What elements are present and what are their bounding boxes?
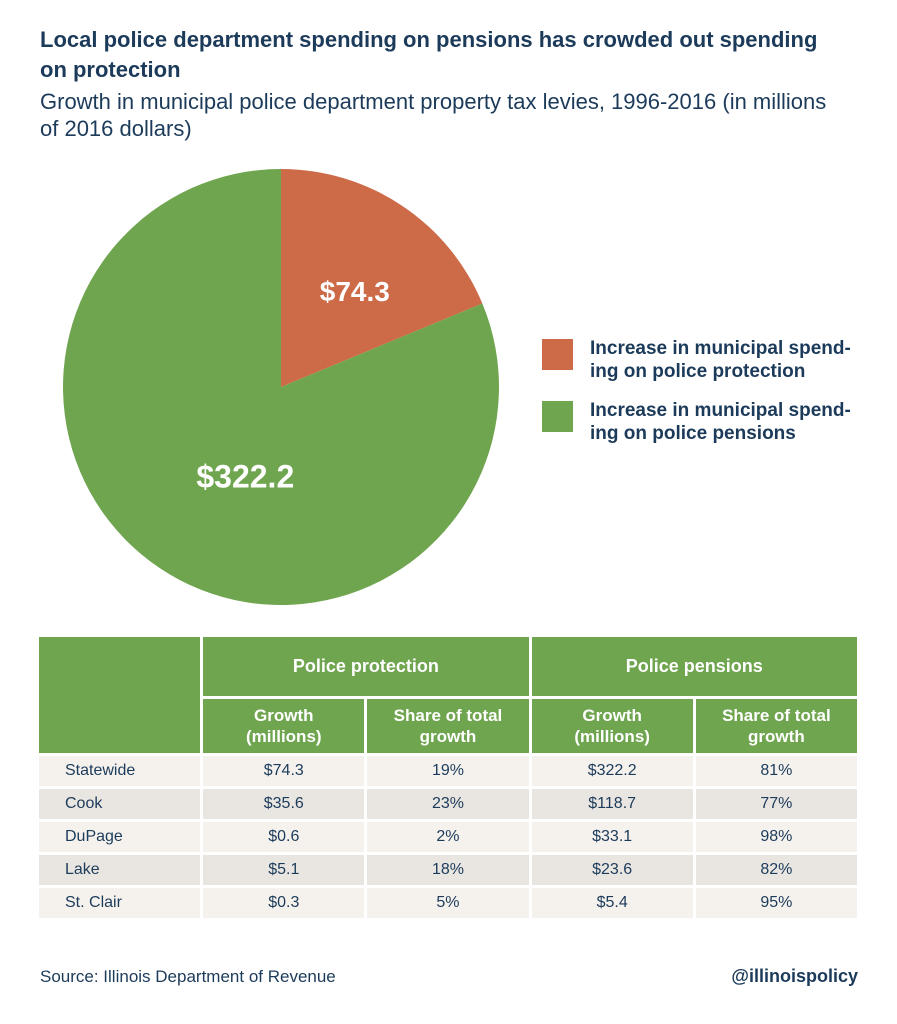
cell-protection-share: 2%	[364, 819, 532, 855]
row-label: Cook	[35, 786, 204, 822]
table-sub-header-row: Growth (millions) Share of total growth …	[38, 696, 861, 756]
cell-protection-growth: $5.1	[200, 852, 368, 888]
table-row-cook: Cook $35.6 23% $118.7 77%	[35, 786, 861, 822]
cell-protection-growth: $74.3	[200, 753, 368, 789]
cell-pensions-growth: $33.1	[528, 819, 696, 855]
cell-protection-growth: $35.6	[200, 786, 368, 822]
sub-header-pensions-share: Share of total growth	[692, 696, 861, 756]
table-row-st-clair: St. Clair $0.3 5% $5.4 95%	[35, 885, 861, 921]
legend-label-protection-line-2: ing on police protection	[590, 361, 806, 382]
table-group-header-row: Police protection Police pensions	[35, 634, 861, 756]
legend-label-protection-line-1: Increase in municipal spend-	[590, 338, 851, 359]
row-label: St. Clair	[35, 885, 204, 921]
cell-pensions-growth: $5.4	[528, 885, 696, 921]
cell-protection-share: 23%	[364, 786, 532, 822]
cell-protection-growth: $0.6	[200, 819, 368, 855]
cell-protection-share: 19%	[364, 753, 532, 789]
header: Local police department spending on pens…	[40, 25, 860, 142]
pie-label-protection: $74.3	[320, 276, 390, 307]
cell-pensions-share: 82%	[692, 852, 861, 888]
chart-title: Local police department spending on pens…	[40, 25, 860, 85]
sub-header-protection-share: Share of total growth	[364, 696, 532, 756]
row-label: DuPage	[35, 819, 204, 855]
legend: Increase in municipal spend- ing on poli…	[542, 337, 872, 445]
pie-label-pensions: $322.2	[196, 458, 294, 494]
twitter-handle: @illinoispolicy	[731, 966, 858, 986]
group-header-police-pensions: Police pensions	[528, 634, 861, 699]
data-table: Police protection Police pensions Growth…	[35, 634, 861, 921]
cell-pensions-share: 95%	[692, 885, 861, 921]
cell-pensions-growth: $118.7	[528, 786, 696, 822]
legend-label-pensions: Increase in municipal spend- ing on poli…	[590, 399, 851, 445]
cell-pensions-growth: $23.6	[528, 852, 696, 888]
chart-subtitle: Growth in municipal police department pr…	[40, 88, 860, 142]
pie-slice-protection	[281, 169, 483, 387]
cell-pensions-share: 98%	[692, 819, 861, 855]
legend-label-protection: Increase in municipal spend- ing on poli…	[590, 337, 851, 383]
chart-title-line-1: Local police department spending on pens…	[40, 27, 818, 52]
legend-item-pensions: Increase in municipal spend- ing on poli…	[542, 399, 872, 445]
table-row-lake: Lake $5.1 18% $23.6 82%	[35, 852, 861, 888]
source-attribution: Source: Illinois Department of Revenue	[40, 967, 336, 986]
cell-pensions-share: 81%	[692, 753, 861, 789]
sub-header-protection-growth: Growth (millions)	[200, 696, 368, 756]
chart-title-line-2: on protection	[40, 57, 181, 82]
table-row-dupage: DuPage $0.6 2% $33.1 98%	[35, 819, 861, 855]
pie-slice-pensions	[63, 169, 499, 605]
footer: Source: Illinois Department of Revenue @…	[40, 966, 858, 987]
table-row-statewide: Statewide $74.3 19% $322.2 81%	[35, 753, 861, 789]
cell-pensions-share: 77%	[692, 786, 861, 822]
sub-header-pensions-growth: Growth (millions)	[528, 696, 696, 756]
cell-protection-share: 18%	[364, 852, 532, 888]
cell-protection-share: 5%	[364, 885, 532, 921]
legend-swatch-protection	[542, 339, 573, 370]
chart-subtitle-line-1: Growth in municipal police department pr…	[40, 89, 827, 114]
legend-swatch-pensions	[542, 401, 573, 432]
row-label: Statewide	[35, 753, 204, 789]
pie-chart: $74.3 $322.2	[63, 169, 499, 605]
cell-pensions-growth: $322.2	[528, 753, 696, 789]
legend-item-protection: Increase in municipal spend- ing on poli…	[542, 337, 872, 383]
group-header-police-protection: Police protection	[200, 634, 532, 699]
legend-label-pensions-line-2: ing on police pensions	[590, 423, 796, 444]
chart-subtitle-line-2: of 2016 dollars)	[40, 116, 192, 141]
legend-label-pensions-line-1: Increase in municipal spend-	[590, 400, 851, 421]
table-corner-cell	[35, 634, 204, 756]
cell-protection-growth: $0.3	[200, 885, 368, 921]
row-label: Lake	[35, 852, 204, 888]
